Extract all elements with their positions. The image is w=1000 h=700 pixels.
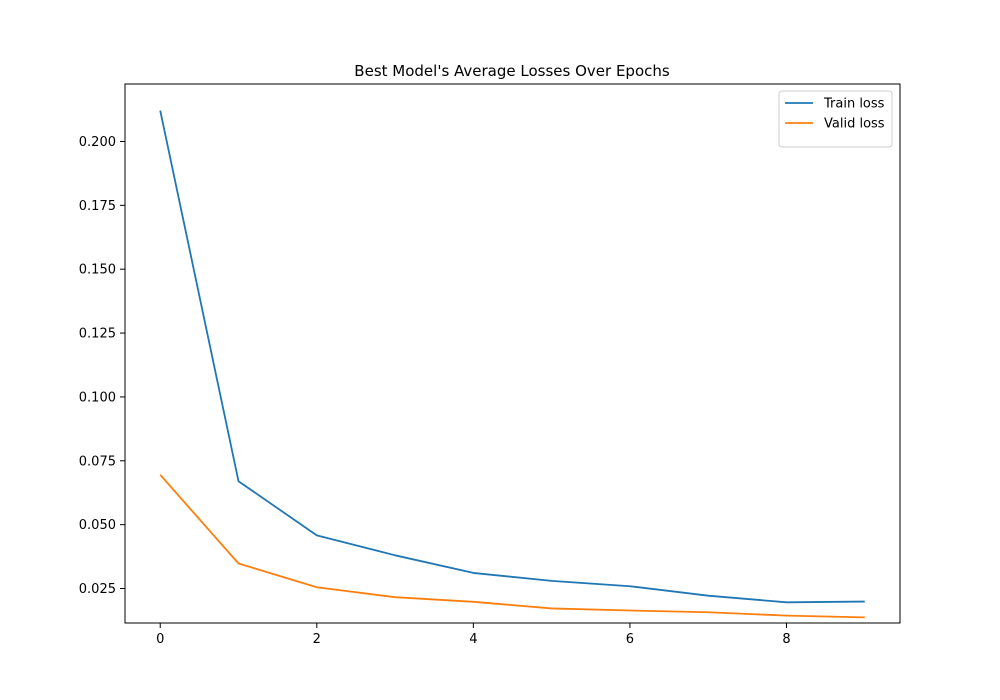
y-axis: 0.025 0.050 0.075 0.100 0.125 0.150 0.175 0.200 — [79, 135, 125, 597]
y-tick-label: 0.025 — [79, 582, 116, 597]
x-tick-label: 2 — [313, 632, 321, 647]
chart-title: Best Model's Average Losses Over Epochs — [354, 62, 670, 80]
x-tick-label: 0 — [156, 632, 164, 647]
y-tick-label: 0.200 — [79, 135, 116, 150]
legend-label: Valid loss — [824, 117, 885, 132]
y-tick-label: 0.075 — [79, 454, 116, 469]
plot-area — [124, 83, 901, 624]
series-layer — [159, 110, 865, 619]
x-tick-label: 4 — [469, 632, 477, 647]
legend: Train loss Valid loss — [778, 90, 893, 148]
legend-label: Train loss — [823, 97, 885, 112]
y-tick-label: 0.050 — [79, 518, 116, 533]
x-tick-label: 6 — [626, 632, 634, 647]
y-tick-label: 0.175 — [79, 199, 116, 214]
y-tick-label: 0.125 — [79, 327, 116, 342]
series-line-1 — [159, 110, 865, 604]
y-tick-label: 0.150 — [79, 263, 116, 278]
x-axis: 0 2 4 6 8 — [156, 623, 791, 647]
plot-frame — [124, 83, 901, 624]
y-tick-label: 0.100 — [79, 390, 116, 405]
legend-box — [778, 90, 893, 148]
series-line-2 — [159, 474, 865, 619]
x-tick-label: 8 — [782, 632, 790, 647]
